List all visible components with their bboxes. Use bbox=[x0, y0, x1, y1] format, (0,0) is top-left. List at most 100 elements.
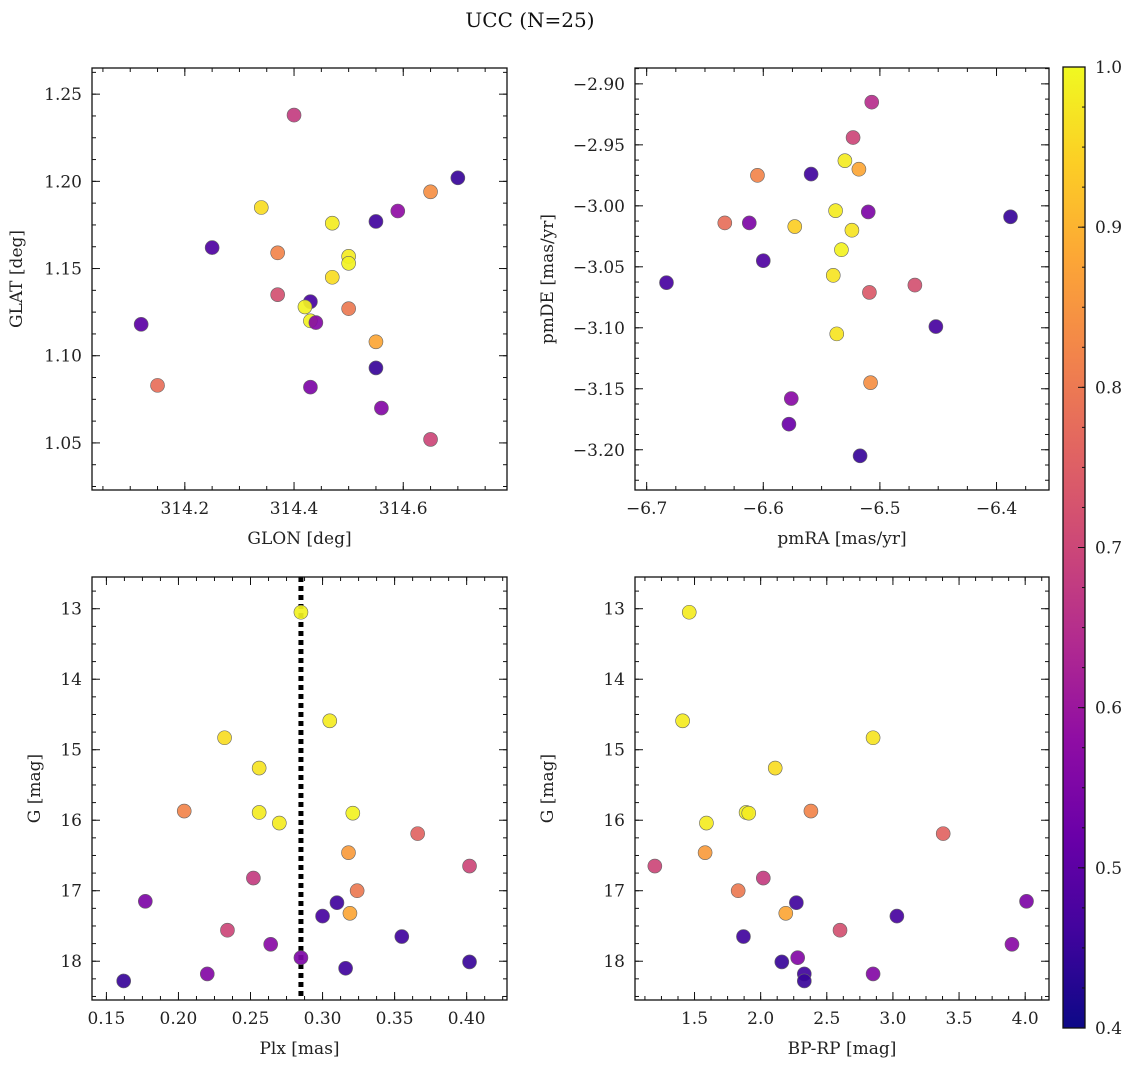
data-point bbox=[790, 950, 805, 966]
y-tick-label: 1.05 bbox=[44, 434, 82, 454]
data-point bbox=[778, 905, 794, 921]
data-point bbox=[730, 883, 746, 899]
data-point bbox=[462, 858, 477, 874]
y-tick-label: −3.15 bbox=[573, 380, 625, 400]
data-point bbox=[864, 94, 880, 110]
data-point bbox=[783, 391, 799, 406]
colorbar-tick-label: 0.8 bbox=[1095, 378, 1122, 398]
colorbar-tick-label: 0.5 bbox=[1095, 859, 1122, 879]
data-point bbox=[803, 803, 819, 819]
x-tick-label: 2.5 bbox=[813, 1009, 840, 1029]
data-point bbox=[462, 954, 477, 970]
data-point bbox=[293, 950, 309, 966]
data-point bbox=[368, 334, 384, 350]
y-tick-label: −3.00 bbox=[573, 197, 625, 217]
y-tick-label: 17 bbox=[60, 882, 82, 902]
data-point bbox=[852, 448, 868, 464]
y-tick-label: 16 bbox=[60, 811, 82, 831]
data-point bbox=[199, 966, 215, 982]
colorbar-tick-label: 0.9 bbox=[1095, 218, 1122, 238]
data-point bbox=[789, 895, 804, 911]
data-point bbox=[832, 922, 848, 938]
data-point bbox=[341, 845, 356, 860]
data-point bbox=[315, 908, 330, 924]
x-axis-label: GLON [deg] bbox=[247, 529, 351, 549]
data-point bbox=[865, 966, 881, 982]
y-tick-label: −2.95 bbox=[573, 136, 625, 156]
y-tick-label: 13 bbox=[603, 600, 625, 620]
y-tick-label: 14 bbox=[60, 670, 82, 690]
data-point bbox=[907, 277, 923, 293]
data-point bbox=[699, 815, 714, 831]
data-point bbox=[851, 161, 867, 177]
data-point bbox=[297, 299, 313, 315]
y-tick-label: 1.20 bbox=[44, 172, 82, 192]
y-tick-label: −3.05 bbox=[573, 258, 625, 278]
data-point bbox=[150, 378, 165, 393]
x-tick-label: 314.2 bbox=[160, 499, 209, 519]
data-point bbox=[303, 379, 318, 395]
data-point bbox=[251, 805, 267, 820]
data-point bbox=[829, 326, 845, 342]
data-point bbox=[293, 604, 309, 620]
data-point bbox=[834, 242, 849, 258]
data-point bbox=[803, 166, 819, 182]
data-point bbox=[374, 400, 389, 416]
data-point bbox=[681, 604, 697, 620]
data-point bbox=[889, 908, 905, 924]
axes-frame bbox=[91, 576, 508, 1001]
data-point bbox=[176, 803, 192, 819]
y-tick-label: 13 bbox=[60, 600, 82, 620]
data-point bbox=[837, 153, 853, 168]
data-point bbox=[270, 287, 285, 302]
data-point bbox=[133, 317, 149, 332]
x-tick-label: 0.20 bbox=[160, 1009, 198, 1029]
data-point bbox=[741, 805, 757, 821]
data-point bbox=[797, 973, 812, 989]
y-tick-label: 17 bbox=[603, 882, 625, 902]
data-point bbox=[928, 319, 944, 334]
panel-glon-glat: 314.2 314.4 314.6 1.05 1.10 1.15 1.20 1.25 GLON … bbox=[7, 67, 508, 549]
data-point bbox=[324, 215, 340, 231]
y-tick-label: −2.90 bbox=[573, 75, 625, 95]
data-point bbox=[390, 203, 406, 219]
data-point bbox=[781, 416, 797, 432]
y-axis-label: pmDE [mas/yr] bbox=[538, 214, 558, 344]
figure-title: UCC (N=25) bbox=[465, 8, 594, 32]
data-point bbox=[717, 215, 733, 231]
data-point bbox=[270, 245, 285, 261]
data-point bbox=[844, 222, 860, 238]
data-point bbox=[767, 760, 783, 776]
data-point bbox=[338, 960, 353, 976]
y-axis-label: G [mag] bbox=[538, 754, 558, 823]
y-axis-label: GLAT [deg] bbox=[7, 230, 27, 328]
x-tick-label: 314.4 bbox=[270, 499, 319, 519]
x-tick-label: 0.40 bbox=[448, 1009, 486, 1029]
data-point bbox=[1004, 937, 1020, 952]
panel-bprp-g: 1.5 2.0 2.5 3.0 3.5 4.0 13 14 15 16 17 18 BP-RP [mag… bbox=[538, 576, 1050, 1059]
y-tick-label: 15 bbox=[60, 741, 82, 761]
data-point bbox=[845, 130, 861, 145]
data-point bbox=[825, 268, 841, 283]
y-axis-label: G [mag] bbox=[25, 754, 45, 823]
data-point bbox=[828, 203, 843, 218]
data-point bbox=[341, 256, 356, 271]
x-tick-label: −6.5 bbox=[859, 499, 900, 519]
data-point bbox=[774, 954, 790, 970]
data-point bbox=[220, 922, 235, 938]
x-tick-label: −6.4 bbox=[976, 499, 1017, 519]
data-point bbox=[345, 805, 361, 821]
y-tick-label: 18 bbox=[603, 952, 625, 972]
x-axis-label: BP-RP [mag] bbox=[788, 1039, 897, 1059]
data-point bbox=[116, 973, 132, 989]
colorbar-gradient bbox=[1063, 67, 1085, 1028]
x-tick-label: 2.0 bbox=[747, 1009, 774, 1029]
data-point bbox=[755, 253, 771, 269]
data-point bbox=[862, 285, 877, 300]
x-tick-label: −6.6 bbox=[743, 499, 784, 519]
data-point bbox=[217, 730, 232, 746]
data-point bbox=[1019, 893, 1034, 909]
data-point bbox=[246, 870, 261, 886]
colorbar-frame bbox=[1062, 66, 1086, 1029]
x-axis-label: pmRA [mas/yr] bbox=[777, 529, 906, 549]
